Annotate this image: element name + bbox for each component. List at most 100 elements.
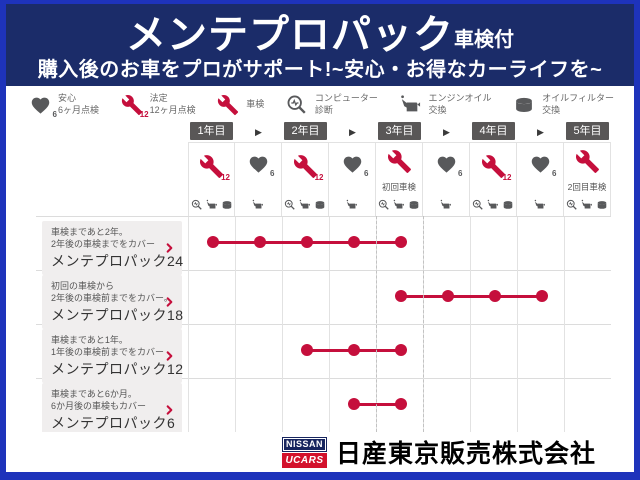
oil-icon — [299, 199, 311, 211]
timeline-header-row: 12 6 12 6 初回車検 6 12 6 2回目車検 — [36, 142, 611, 216]
oil-icon — [400, 94, 422, 116]
plan-row: 車検まであと1年。 1年後の車検前までをカバー メンテプロパック12 — [36, 324, 611, 389]
chevron-right-icon — [164, 405, 175, 416]
coverage-dot — [488, 290, 501, 302]
coverage-dot — [300, 344, 313, 356]
heart-icon: 6 — [30, 95, 57, 118]
year-badge: 3年目 — [378, 122, 421, 140]
filter-icon — [502, 199, 514, 211]
coverage-dot — [394, 398, 407, 410]
oil-icon — [393, 199, 405, 211]
year-badge: 1年目 — [190, 122, 233, 140]
badge-cell: 4年目 — [470, 122, 517, 140]
service-icons — [376, 199, 422, 211]
plan-card[interactable]: 初回の車検から 2年後の車検前までをカバー。 メンテプロパック18 — [42, 275, 183, 330]
badge-cell: 3年目 — [376, 122, 423, 140]
timeline-column-header: 12 — [470, 142, 517, 216]
year-badge-row: 1年目 ▶ 2年目 ▶ 3年目 ▶ 4年目 ▶ 5年目 — [36, 120, 611, 142]
ucars-logo-text: UCARS — [281, 452, 327, 468]
heart-icon: 6 — [342, 154, 369, 178]
badge-cell: ▶ — [423, 122, 470, 140]
legend-label: オイルフィルター 交換 — [542, 93, 614, 115]
header-banner: メンテプロパック 車検付 購入後のお車をプロがサポート!~安心・お得なカーライフ… — [6, 4, 634, 86]
legend-item: 12 法定 12ヶ月点検 — [121, 93, 196, 119]
coverage-dot — [347, 236, 360, 248]
diagnosis-icon — [472, 199, 484, 211]
footer: NISSAN UCARS 日産東京販売株式会社 — [6, 432, 634, 472]
legend-label: 車検 — [246, 99, 265, 110]
plan-description: 車検まであと2年。 2年後の車検までをカバー — [51, 227, 156, 250]
arrow-right-icon: ▶ — [537, 127, 544, 137]
diagnosis-icon — [284, 199, 296, 211]
service-icons — [564, 199, 610, 211]
maintenance-timeline-chart: 1年目 ▶ 2年目 ▶ 3年目 ▶ 4年目 ▶ 5年目 12 6 12 6 初回車検 6 12 6 2回目車検 … — [36, 120, 611, 443]
arrow-right-icon: ▶ — [255, 127, 262, 137]
year-badge: 2年目 — [284, 122, 327, 140]
coverage-dot — [394, 290, 407, 302]
plan-card[interactable]: 車検まであと6か月。 6か月後の車検もカバー メンテプロパック6 — [42, 383, 182, 438]
coverage-line — [353, 403, 401, 406]
page-title: メンテプロパック — [126, 13, 454, 57]
badge-cell: ▶ — [235, 122, 282, 140]
badge-cell: 2年目 — [282, 122, 329, 140]
oil-icon — [534, 199, 546, 211]
plan-row: 車検まであと2年。 2年後の車検までをカバー メンテプロパック24 — [36, 216, 611, 281]
badge-cell: ▶ — [517, 122, 564, 140]
timeline-column-header: 6 — [235, 142, 282, 216]
arrow-right-icon: ▶ — [349, 127, 356, 137]
plan-card[interactable]: 車検まであと1年。 1年後の車検前までをカバー メンテプロパック12 — [42, 329, 183, 384]
oil-icon — [440, 199, 452, 211]
filter-icon — [221, 199, 233, 211]
service-icons — [517, 199, 563, 211]
timeline-column-header: 12 — [282, 142, 329, 216]
wrench-icon — [217, 94, 239, 116]
wrench-icon: 12 — [121, 94, 149, 119]
service-icons — [470, 199, 516, 211]
wrench-icon: 12 — [199, 154, 230, 182]
page-subtitle: 購入後のお車をプロがサポート!~安心・お得なカーライフを~ — [37, 59, 603, 81]
coverage-dot — [535, 290, 548, 302]
plan-rows: 車検まであと2年。 2年後の車検までをカバー メンテプロパック24 初回の車検から 2年… — [36, 216, 611, 443]
legend-label: 法定 12ヶ月点検 — [149, 93, 196, 115]
wrench-icon — [575, 149, 600, 174]
page-title-suffix: 車検付 — [454, 29, 514, 51]
label-gutter — [36, 142, 188, 216]
wrench-icon: 12 — [481, 154, 512, 182]
plan-description: 車検まであと1年。 1年後の車検前までをカバー — [51, 335, 165, 358]
oil-icon — [206, 199, 218, 211]
coverage-line — [400, 295, 542, 298]
legend-item: 車検 — [217, 94, 264, 116]
timeline-column-header: 6 — [423, 142, 470, 216]
company-name: 日産東京販売株式会社 — [335, 440, 596, 468]
timeline-column-header: 初回車検 — [376, 142, 423, 216]
plan-card[interactable]: 車検まであと2年。 2年後の車検までをカバー メンテプロパック24 — [42, 221, 183, 276]
chevron-right-icon — [164, 243, 175, 254]
coverage-track — [188, 271, 611, 335]
badge-cell: 1年目 — [188, 122, 235, 140]
timeline-column-header: 6 — [517, 142, 564, 216]
service-icons — [329, 199, 375, 211]
diagnosis-icon — [191, 199, 203, 211]
chevron-right-icon — [164, 351, 175, 362]
filter-icon — [314, 199, 326, 211]
heart-icon: 6 — [436, 154, 463, 178]
coverage-dot — [347, 398, 360, 410]
nissan-ucars-logo: NISSAN UCARS — [281, 436, 327, 468]
coverage-dot — [253, 236, 266, 248]
coverage-dot — [206, 236, 219, 248]
filter-icon — [408, 199, 420, 211]
service-icons — [282, 199, 328, 211]
legend-label: 安心 6ヶ月点検 — [58, 93, 100, 115]
heart-icon: 6 — [248, 154, 275, 178]
coverage-track — [188, 379, 611, 443]
plan-description: 車検まであと6か月。 6か月後の車検もカバー — [51, 389, 147, 412]
timeline-column-header: 12 — [188, 142, 235, 216]
filter-icon — [513, 94, 535, 116]
coverage-dot — [394, 344, 407, 356]
year-badge: 4年目 — [472, 122, 515, 140]
nissan-logo-text: NISSAN — [281, 436, 327, 452]
diagnosis-icon — [566, 199, 578, 211]
legend-label: コンピューター 診断 — [314, 93, 378, 115]
diagnosis-icon — [378, 199, 390, 211]
